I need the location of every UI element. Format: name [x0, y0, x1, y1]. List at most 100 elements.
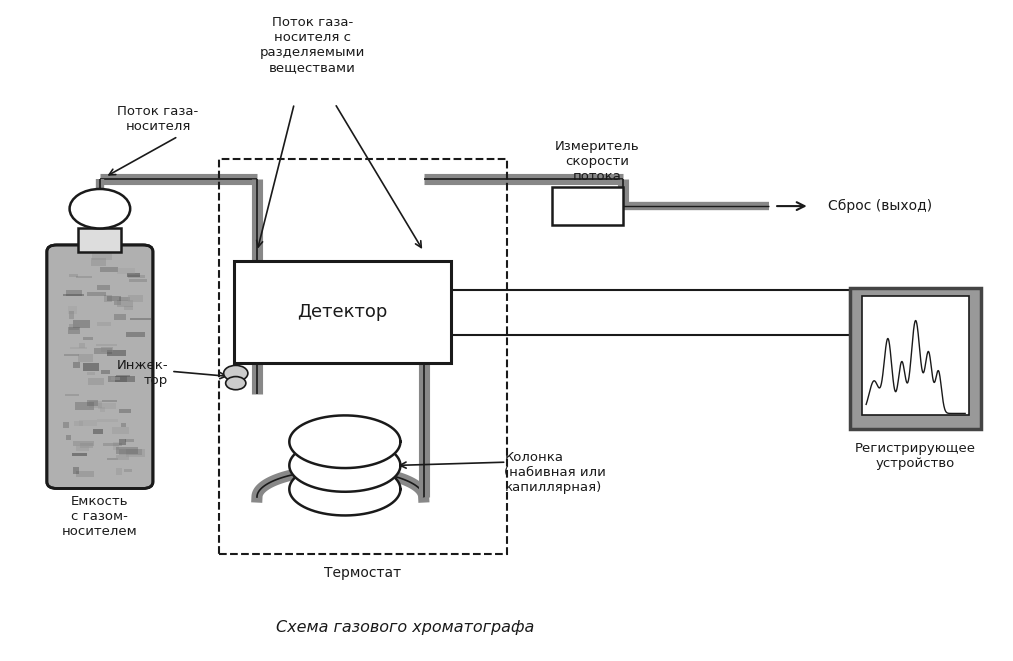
Bar — [119, 409, 131, 414]
Bar — [120, 440, 127, 445]
Bar — [118, 300, 133, 307]
Bar — [862, 295, 969, 414]
Bar — [79, 420, 96, 426]
Bar — [76, 471, 94, 477]
Text: Регистрирующее
устройство: Регистрирующее устройство — [855, 442, 977, 471]
Bar — [67, 290, 82, 296]
Bar — [87, 292, 106, 295]
Polygon shape — [290, 463, 400, 516]
Bar — [75, 421, 83, 426]
Bar — [69, 311, 74, 319]
Bar — [111, 377, 121, 379]
Bar — [89, 401, 102, 408]
Bar — [126, 439, 135, 442]
Bar — [850, 288, 982, 429]
Polygon shape — [290, 439, 400, 492]
Bar — [234, 261, 451, 364]
Bar — [114, 314, 126, 320]
Text: Схема газового хроматографа: Схема газового хроматографа — [277, 619, 535, 635]
Bar — [63, 422, 70, 428]
Bar — [72, 453, 87, 456]
Bar — [130, 318, 151, 321]
Bar — [87, 372, 95, 375]
Bar — [97, 419, 119, 422]
Bar — [73, 442, 94, 446]
Bar — [100, 407, 105, 412]
Bar — [128, 275, 145, 278]
Bar — [91, 258, 105, 266]
Bar — [79, 343, 85, 348]
Bar — [128, 295, 143, 302]
Bar — [70, 325, 79, 330]
Text: Сброс (выход): Сброс (выход) — [828, 199, 932, 213]
Polygon shape — [290, 415, 400, 468]
Bar — [80, 444, 93, 447]
Text: Термостат: Термостат — [324, 566, 401, 580]
Text: Инжек-
тор: Инжек- тор — [116, 360, 168, 387]
Bar — [76, 445, 89, 451]
Bar — [76, 403, 93, 410]
Bar — [112, 427, 130, 434]
Text: Поток газа-
носителя с
разделяемыми
веществами: Поток газа- носителя с разделяемыми веще… — [260, 16, 366, 74]
Bar — [101, 370, 110, 374]
Bar — [850, 288, 982, 429]
Bar — [83, 364, 99, 371]
Bar — [121, 424, 126, 427]
Bar — [93, 428, 103, 434]
Bar — [115, 375, 130, 377]
Bar — [101, 347, 113, 352]
Bar — [88, 377, 103, 385]
Bar — [66, 435, 71, 440]
Bar — [114, 301, 121, 305]
Bar — [106, 458, 119, 460]
Bar — [100, 267, 119, 272]
FancyBboxPatch shape — [47, 245, 153, 488]
Bar — [97, 286, 109, 290]
Bar — [74, 467, 79, 473]
Bar — [83, 337, 93, 340]
Bar — [112, 442, 120, 449]
Bar — [124, 469, 132, 472]
Bar — [92, 253, 112, 260]
Bar — [69, 307, 77, 314]
Bar — [129, 278, 147, 282]
Bar — [87, 401, 98, 407]
Bar — [120, 449, 142, 455]
Bar — [128, 272, 140, 276]
Bar — [78, 229, 122, 252]
Bar — [70, 347, 87, 349]
Bar — [102, 400, 116, 402]
Bar — [64, 293, 84, 296]
Circle shape — [226, 377, 246, 390]
Bar — [103, 443, 122, 446]
Bar — [118, 268, 135, 274]
Bar — [66, 394, 79, 396]
Bar — [115, 447, 138, 454]
Text: Детектор: Детектор — [297, 303, 388, 321]
Bar — [70, 274, 78, 276]
Bar — [103, 295, 112, 302]
Text: Емкость
с газом-
носителем: Емкость с газом- носителем — [62, 495, 138, 538]
Bar — [94, 348, 112, 354]
Bar — [126, 449, 145, 457]
Bar — [97, 323, 111, 325]
Circle shape — [70, 189, 131, 229]
Bar — [73, 362, 80, 368]
Text: Колонка
(набивная или
капиллярная): Колонка (набивная или капиллярная) — [504, 451, 607, 494]
Bar — [78, 354, 93, 362]
Bar — [115, 468, 122, 475]
Bar — [96, 344, 116, 346]
Bar — [115, 455, 129, 460]
Bar — [68, 327, 80, 334]
Circle shape — [224, 366, 248, 381]
Bar — [124, 306, 133, 311]
Bar — [76, 276, 91, 278]
Bar — [115, 375, 135, 382]
Bar — [64, 354, 79, 356]
Bar — [108, 376, 128, 382]
Bar — [107, 350, 126, 356]
Bar — [120, 297, 131, 301]
Text: Измеритель
скорости
потока: Измеритель скорости потока — [555, 139, 640, 182]
Bar — [219, 159, 506, 555]
Bar — [126, 332, 145, 336]
